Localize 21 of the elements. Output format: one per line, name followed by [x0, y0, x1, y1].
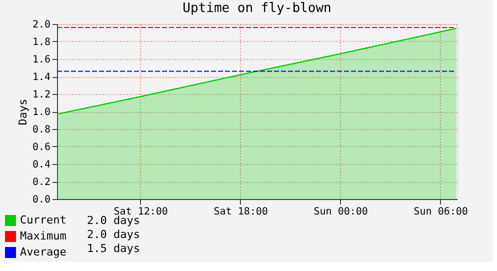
text: 2.0 days — [87, 228, 140, 241]
y-tick-label: 1.6 — [32, 54, 50, 66]
y-tick-label: 0.0 — [32, 194, 50, 206]
y-tick-label: 0.2 — [32, 177, 50, 188]
legend-label: Current — [20, 214, 66, 226]
y-tick-label: 2.0 — [32, 20, 50, 30]
chart-title: Uptime on fly-blown — [182, 1, 332, 16]
legend-label: Maximum — [20, 230, 67, 242]
y-tick-label: 1.0 — [32, 107, 50, 118]
y-tick-label: 1.2 — [32, 90, 50, 100]
x-tick-label: Sat 18:00 — [214, 206, 268, 218]
y-tick-label: 0.8 — [32, 124, 50, 136]
x-tick-label: Sun 00:00 — [314, 206, 368, 218]
y-tick-label: 1.4 — [32, 72, 50, 83]
y-tick-label: 0.4 — [32, 160, 50, 170]
text: 1.5 days — [87, 242, 140, 255]
y-tick-label: 0.6 — [32, 142, 50, 153]
x-tick-label: Sun 06:00 — [414, 206, 468, 218]
y-tick-label: 1.8 — [32, 37, 50, 48]
legend-label: Average — [20, 246, 66, 258]
y-axis-title: Days — [16, 98, 30, 126]
